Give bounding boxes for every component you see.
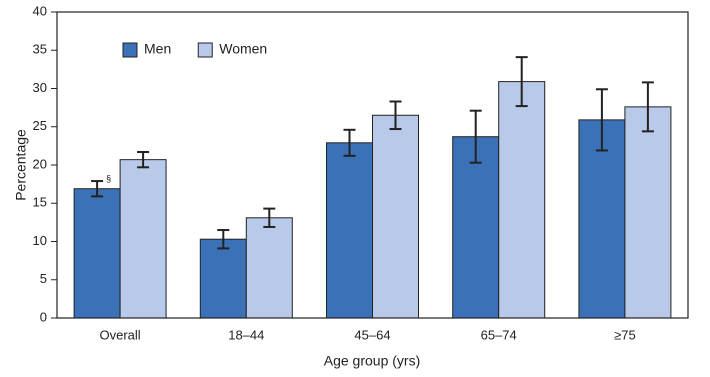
x-tick-label: 45–64 [354, 327, 390, 342]
y-tick-label: 15 [33, 195, 47, 210]
y-tick-label: 40 [33, 3, 47, 18]
x-tick-label: ≥75 [614, 327, 636, 342]
error-bar [469, 109, 482, 164]
error-bar [389, 100, 402, 131]
legend-swatch [122, 42, 138, 58]
error-bar [217, 229, 230, 250]
bar [245, 217, 293, 319]
bar [119, 159, 167, 319]
bar [452, 136, 500, 319]
error-bar [137, 150, 150, 169]
legend-swatch [197, 42, 213, 58]
y-tick-label: 25 [33, 118, 47, 133]
x-axis-label: Age group (yrs) [324, 353, 420, 369]
y-tick-label: 30 [33, 80, 47, 95]
y-tick-label: 0 [40, 309, 47, 324]
bar [326, 142, 373, 319]
x-tick-label: 65–74 [481, 327, 517, 342]
bar [372, 114, 419, 319]
y-tick-label: 10 [33, 233, 47, 248]
x-tick-label: Overall [100, 327, 141, 342]
y-tick-label: 5 [40, 271, 47, 286]
annotation: § [106, 173, 111, 183]
y-axis-label: Percentage [13, 129, 29, 201]
legend-label: Women [219, 41, 267, 57]
error-bar [91, 180, 104, 198]
bar [624, 106, 672, 319]
y-tick-label: 35 [33, 42, 47, 57]
error-bar [641, 81, 654, 133]
plot-frame [56, 11, 689, 319]
bar [199, 238, 247, 319]
bar [73, 188, 121, 319]
x-tick-label: 18–44 [228, 327, 264, 342]
error-bar [595, 88, 608, 152]
y-tick-label: 20 [33, 156, 47, 171]
error-bar [263, 207, 276, 228]
bar [498, 81, 546, 319]
error-bar [343, 128, 356, 157]
legend-label: Men [144, 41, 171, 57]
error-bar [515, 56, 528, 108]
